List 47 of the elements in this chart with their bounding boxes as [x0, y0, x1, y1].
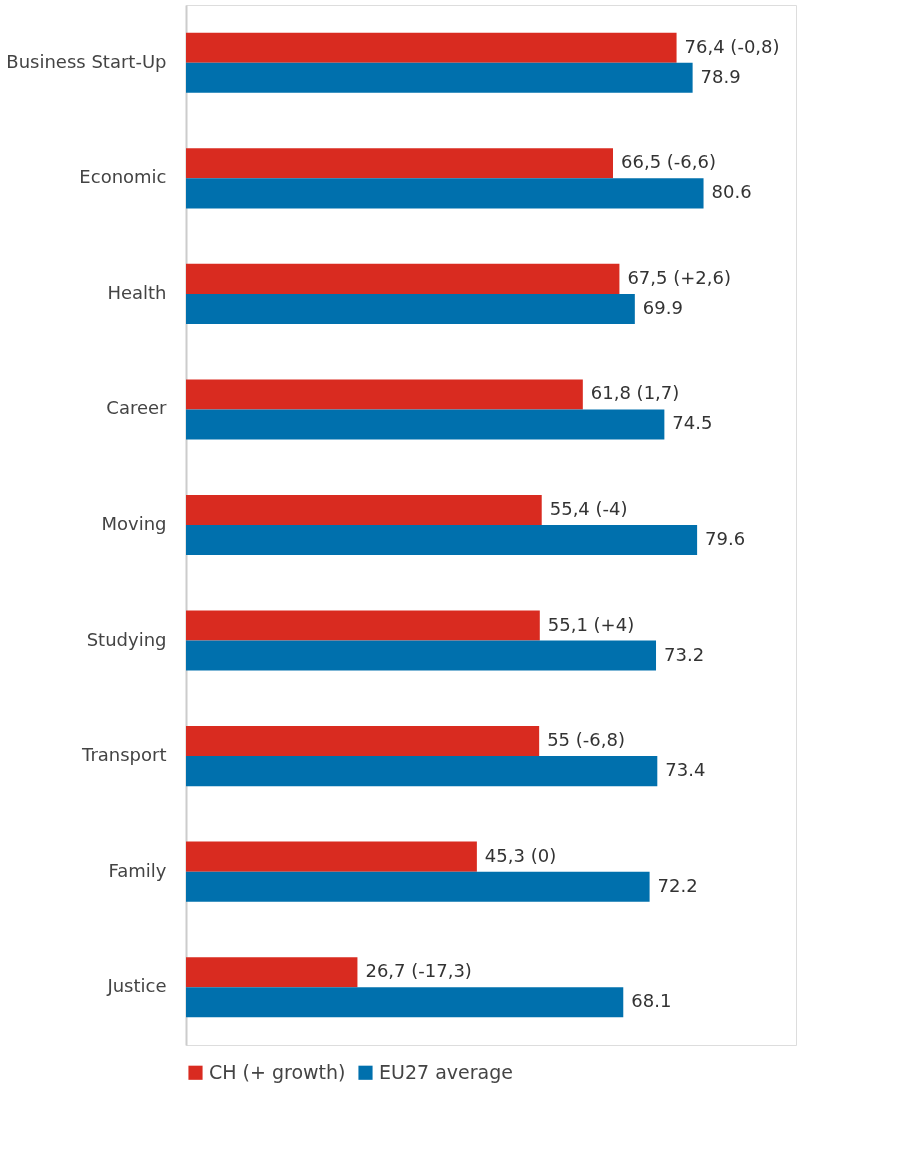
bar: [186, 32, 677, 63]
bar: [186, 841, 477, 872]
legend-label: CH (+ growth): [209, 1060, 346, 1083]
data-label: 74.5: [672, 412, 713, 434]
data-label: 45,3 (0): [484, 844, 557, 866]
bar: [186, 494, 542, 525]
data-label: 61,8 (1,7): [590, 382, 680, 404]
data-label: 67,5 (+2,6): [627, 266, 731, 288]
data-label: 68.1: [631, 990, 672, 1012]
data-label: 26,7 (-17,3): [365, 960, 472, 982]
bar: [186, 610, 540, 641]
y-tick-label: Health: [107, 281, 167, 303]
data-label: 80.6: [711, 181, 752, 203]
y-tick-label: Transport: [81, 744, 167, 766]
bar: [186, 263, 620, 294]
data-label: 73.2: [664, 643, 705, 665]
y-tick-label: Economic: [79, 166, 167, 188]
data-label: 66,5 (-6,6): [621, 151, 716, 173]
bar: [186, 726, 540, 757]
data-label: 55 (-6,8): [547, 729, 625, 751]
bar: [186, 871, 650, 902]
bar: [186, 62, 693, 93]
bar: [186, 293, 635, 324]
bar: [186, 957, 358, 988]
bar: [186, 640, 657, 671]
data-label: 73.4: [665, 759, 706, 781]
bar: [186, 409, 665, 440]
y-tick-label: Business Start-Up: [6, 50, 167, 72]
data-label: 79.6: [705, 528, 746, 550]
data-label: 76,4 (-0,8): [684, 35, 780, 57]
bar: [186, 379, 583, 410]
y-tick-label: Family: [108, 859, 167, 881]
bar: [186, 148, 613, 179]
y-tick-label: Moving: [101, 513, 167, 534]
y-tick-label: Studying: [86, 628, 167, 650]
y-tick-label: Career: [106, 397, 168, 419]
legend-label: EU27 average: [379, 1060, 513, 1083]
y-tick-label: Justice: [106, 975, 167, 997]
bar: [186, 178, 704, 209]
data-label: 69.9: [642, 296, 683, 318]
data-label: 78.9: [700, 65, 741, 87]
bar: [186, 987, 624, 1018]
data-label: 55,1 (+4): [547, 613, 635, 635]
bar: [186, 756, 658, 787]
data-label: 72.2: [657, 874, 698, 896]
bar: [186, 525, 698, 556]
data-label: 55,4 (-4): [549, 497, 628, 519]
